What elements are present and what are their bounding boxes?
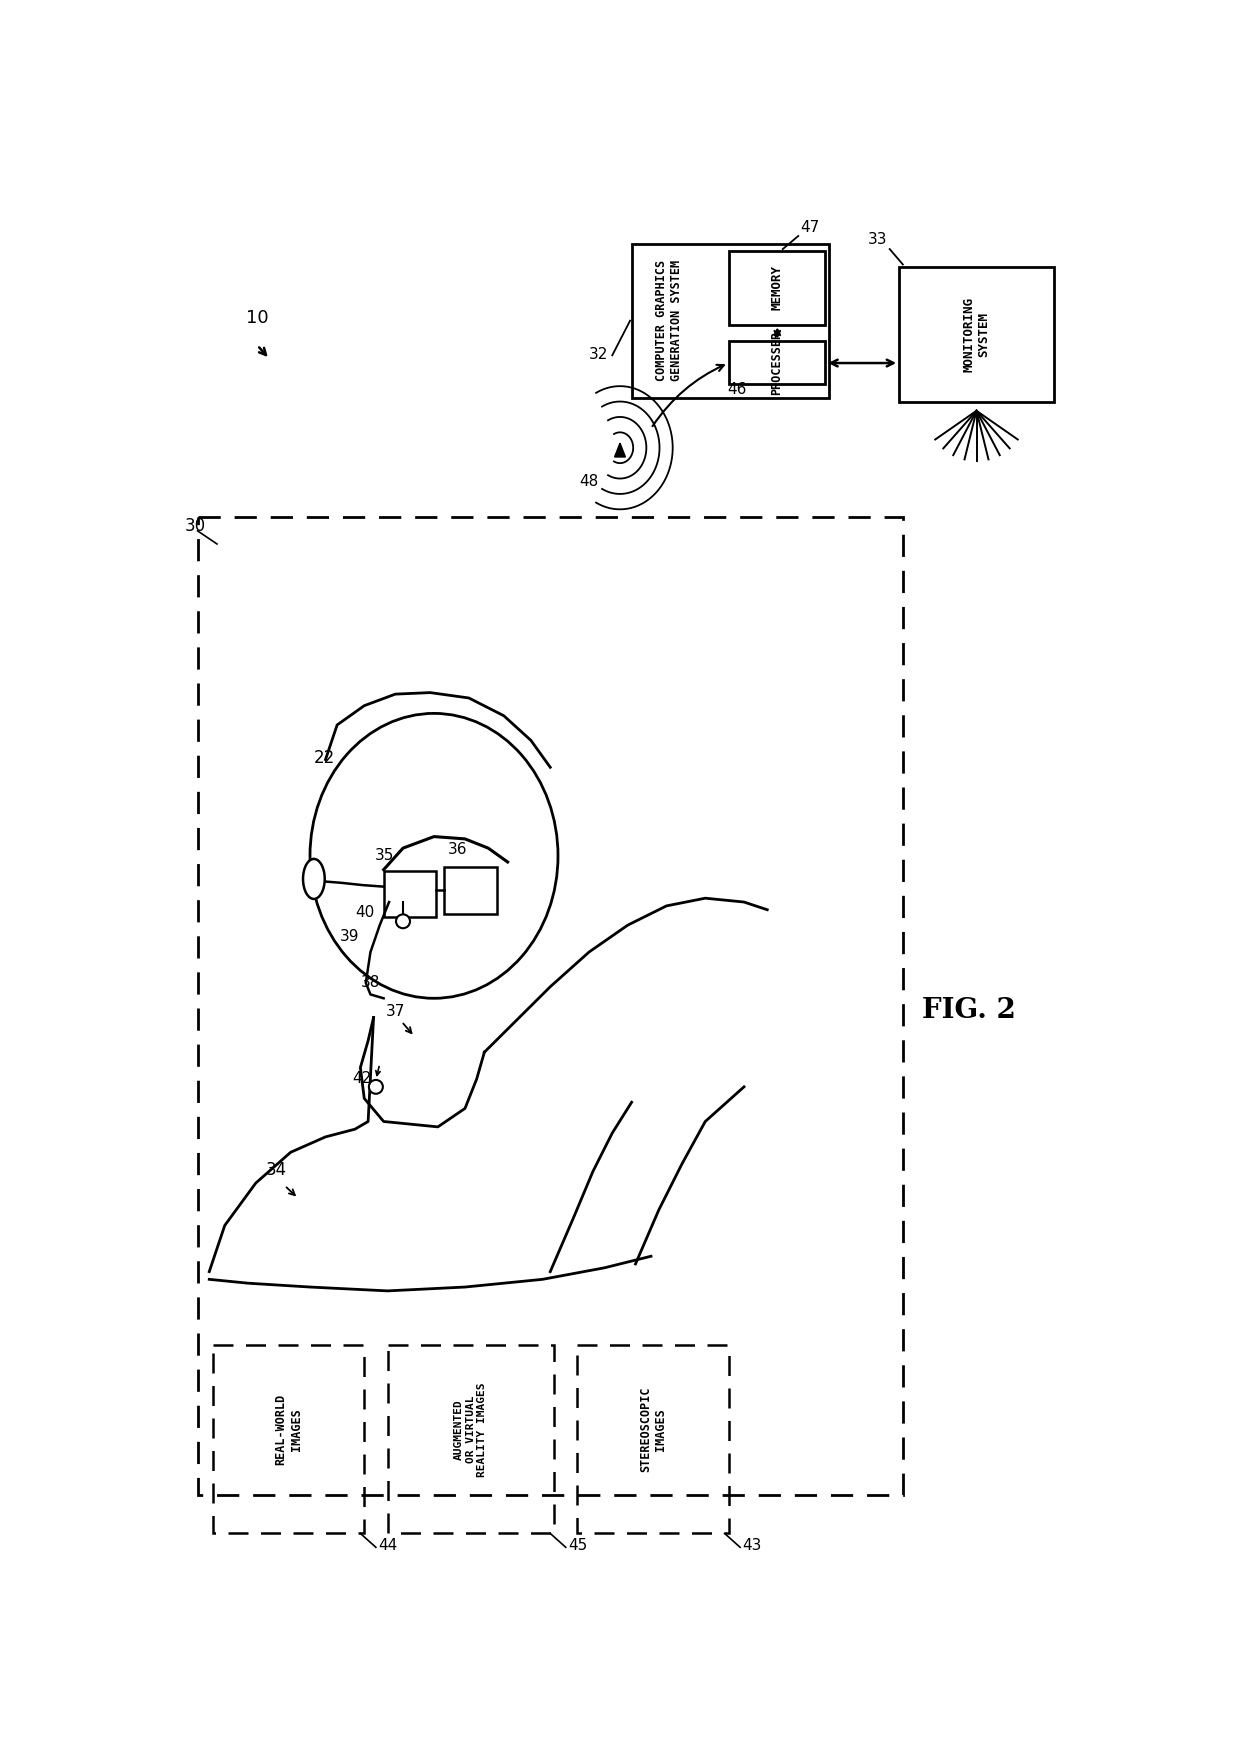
- Text: 32: 32: [589, 347, 609, 362]
- Text: 38: 38: [361, 976, 379, 989]
- Text: FIG. 2: FIG. 2: [921, 996, 1016, 1024]
- Text: MONITORING
SYSTEM: MONITORING SYSTEM: [962, 296, 991, 371]
- Bar: [899, 267, 1054, 402]
- Text: 48: 48: [580, 474, 599, 490]
- Text: 46: 46: [727, 381, 746, 397]
- Bar: [729, 251, 826, 324]
- Text: 33: 33: [868, 232, 888, 247]
- Bar: [383, 871, 436, 918]
- Text: 35: 35: [374, 848, 394, 862]
- Text: 30: 30: [185, 517, 206, 535]
- Text: 40: 40: [355, 906, 374, 920]
- Circle shape: [396, 915, 410, 928]
- Bar: [197, 517, 903, 1495]
- Bar: [387, 1345, 554, 1533]
- Text: 42: 42: [352, 1071, 372, 1085]
- Text: 47: 47: [801, 219, 820, 235]
- Text: REAL-WORLD
IMAGES: REAL-WORLD IMAGES: [275, 1394, 303, 1465]
- Text: 44: 44: [378, 1538, 398, 1554]
- Text: 10: 10: [247, 308, 269, 327]
- Text: 34: 34: [265, 1162, 286, 1179]
- Bar: [631, 244, 830, 397]
- Text: 43: 43: [743, 1538, 761, 1554]
- Bar: [444, 868, 497, 913]
- Polygon shape: [615, 442, 625, 456]
- Text: 39: 39: [340, 928, 358, 944]
- Text: 45: 45: [568, 1538, 588, 1554]
- Text: AUGMENTED
OR VIRTUAL
REALITY IMAGES: AUGMENTED OR VIRTUAL REALITY IMAGES: [454, 1383, 487, 1477]
- Bar: [729, 341, 826, 383]
- Text: STEREOSCOPIC
IMAGES: STEREOSCOPIC IMAGES: [639, 1387, 667, 1472]
- Bar: [578, 1345, 729, 1533]
- Circle shape: [370, 1080, 383, 1094]
- Bar: [213, 1345, 365, 1533]
- Text: 22: 22: [314, 749, 335, 768]
- Text: MEMORY: MEMORY: [770, 265, 784, 310]
- Ellipse shape: [303, 859, 325, 899]
- Text: COMPUTER GRAPHICS
GENERATION SYSTEM: COMPUTER GRAPHICS GENERATION SYSTEM: [655, 260, 683, 381]
- Text: 37: 37: [386, 1003, 405, 1019]
- Text: PROCESSER: PROCESSER: [770, 331, 784, 395]
- Text: 36: 36: [448, 843, 467, 857]
